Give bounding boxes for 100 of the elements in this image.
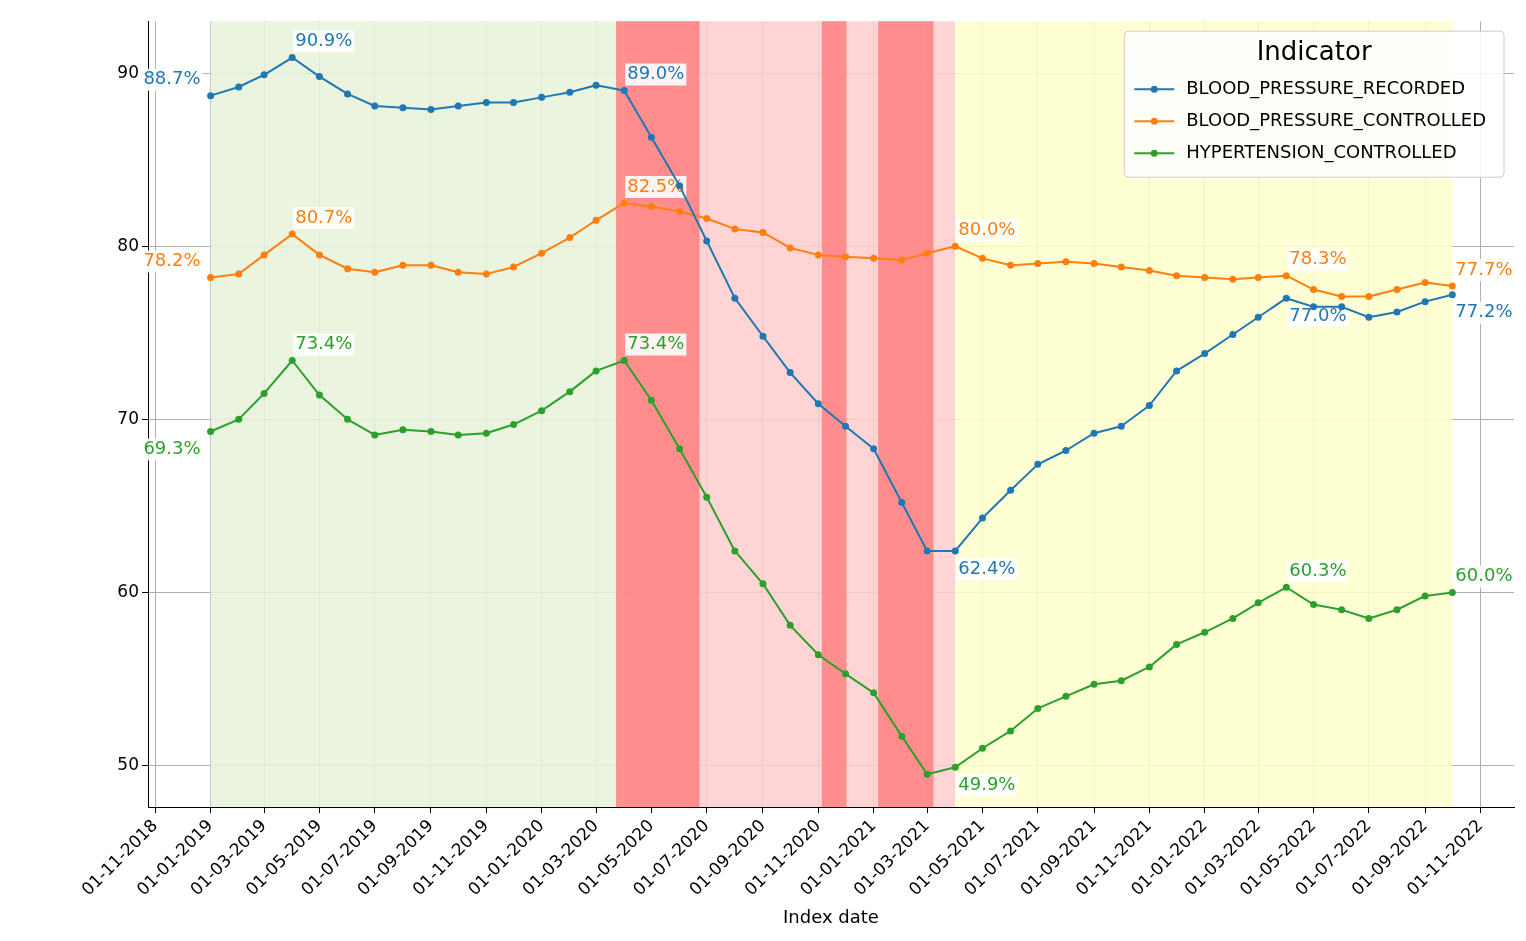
- point: [1282, 583, 1290, 591]
- point: [814, 251, 822, 259]
- point: [1310, 286, 1318, 294]
- point: [1254, 599, 1262, 607]
- legend-title: Indicator: [1256, 35, 1372, 66]
- point: [260, 71, 268, 79]
- point: [951, 547, 959, 555]
- point: [371, 431, 379, 439]
- point: [786, 369, 794, 377]
- point: [566, 388, 574, 396]
- point: [703, 237, 711, 245]
- point: [260, 251, 268, 259]
- y-tick-label: 50: [117, 753, 139, 774]
- point: [814, 400, 822, 408]
- point: [260, 389, 268, 397]
- point: [870, 445, 878, 453]
- point: [1448, 291, 1456, 299]
- point: [1034, 704, 1042, 712]
- point: [344, 90, 352, 98]
- point: [1145, 402, 1153, 409]
- data-label: 73.4%: [295, 332, 353, 354]
- point: [703, 493, 711, 501]
- point: [1034, 460, 1042, 468]
- point: [1201, 628, 1209, 636]
- data-label: 62.4%: [958, 556, 1016, 578]
- point: [1007, 727, 1015, 735]
- point: [870, 689, 878, 697]
- point: [1145, 266, 1153, 274]
- point: [647, 396, 655, 404]
- point: [731, 225, 739, 233]
- point: [1007, 486, 1015, 494]
- point: [786, 244, 794, 252]
- legend-label: HYPERTENSION_CONTROLLED: [1186, 140, 1457, 163]
- point: [235, 83, 243, 91]
- point: [371, 268, 379, 276]
- point: [978, 514, 986, 522]
- point: [1254, 273, 1262, 281]
- y-tick-label: 80: [117, 234, 139, 255]
- point: [676, 208, 684, 216]
- point: [399, 104, 407, 112]
- y-tick-label: 90: [117, 61, 139, 82]
- point: [759, 332, 767, 340]
- point: [842, 670, 850, 678]
- point: [1282, 294, 1290, 302]
- point: [1062, 447, 1070, 455]
- point: [620, 86, 628, 94]
- point: [399, 261, 407, 269]
- point: [566, 88, 574, 96]
- point: [1448, 588, 1456, 596]
- point: [898, 498, 906, 506]
- point: [647, 133, 655, 141]
- point: [1201, 350, 1209, 358]
- point: [538, 407, 546, 415]
- point: [315, 251, 323, 259]
- point: [978, 744, 986, 752]
- x-axis-title: Index date: [783, 905, 879, 927]
- point: [288, 356, 296, 364]
- point: [923, 770, 931, 778]
- point: [1393, 286, 1401, 294]
- data-label: 73.4%: [627, 332, 685, 354]
- point: [207, 273, 215, 281]
- point: [898, 256, 906, 264]
- point: [1229, 614, 1237, 622]
- point: [923, 547, 931, 555]
- point: [482, 429, 490, 437]
- point: [1062, 692, 1070, 700]
- point: [427, 261, 435, 269]
- point: [315, 73, 323, 81]
- data-label: 88.7%: [143, 67, 201, 89]
- data-label: 89.0%: [627, 62, 685, 84]
- data-label: 78.3%: [1289, 247, 1347, 269]
- point: [759, 228, 767, 236]
- point: [454, 431, 462, 439]
- point: [870, 254, 878, 262]
- data-label: 49.9%: [958, 772, 1016, 794]
- point: [759, 580, 767, 588]
- point: [399, 426, 407, 434]
- point: [1310, 601, 1318, 609]
- point: [1393, 606, 1401, 614]
- point: [207, 92, 215, 100]
- point: [814, 651, 822, 659]
- point: [842, 253, 850, 261]
- data-label: 60.0%: [1455, 564, 1513, 586]
- point: [510, 421, 518, 429]
- point: [288, 230, 296, 238]
- point: [1229, 275, 1237, 283]
- point: [427, 427, 435, 435]
- point: [207, 427, 215, 435]
- point: [288, 54, 296, 62]
- point: [344, 415, 352, 423]
- point: [842, 422, 850, 430]
- point: [1365, 313, 1373, 321]
- point: [1254, 313, 1262, 321]
- point: [731, 547, 739, 555]
- legend-label: BLOOD_PRESSURE_RECORDED: [1186, 76, 1466, 99]
- point: [1338, 292, 1346, 300]
- point: [538, 93, 546, 101]
- data-label: 60.3%: [1289, 558, 1347, 580]
- point: [1090, 260, 1098, 268]
- point: [620, 199, 628, 207]
